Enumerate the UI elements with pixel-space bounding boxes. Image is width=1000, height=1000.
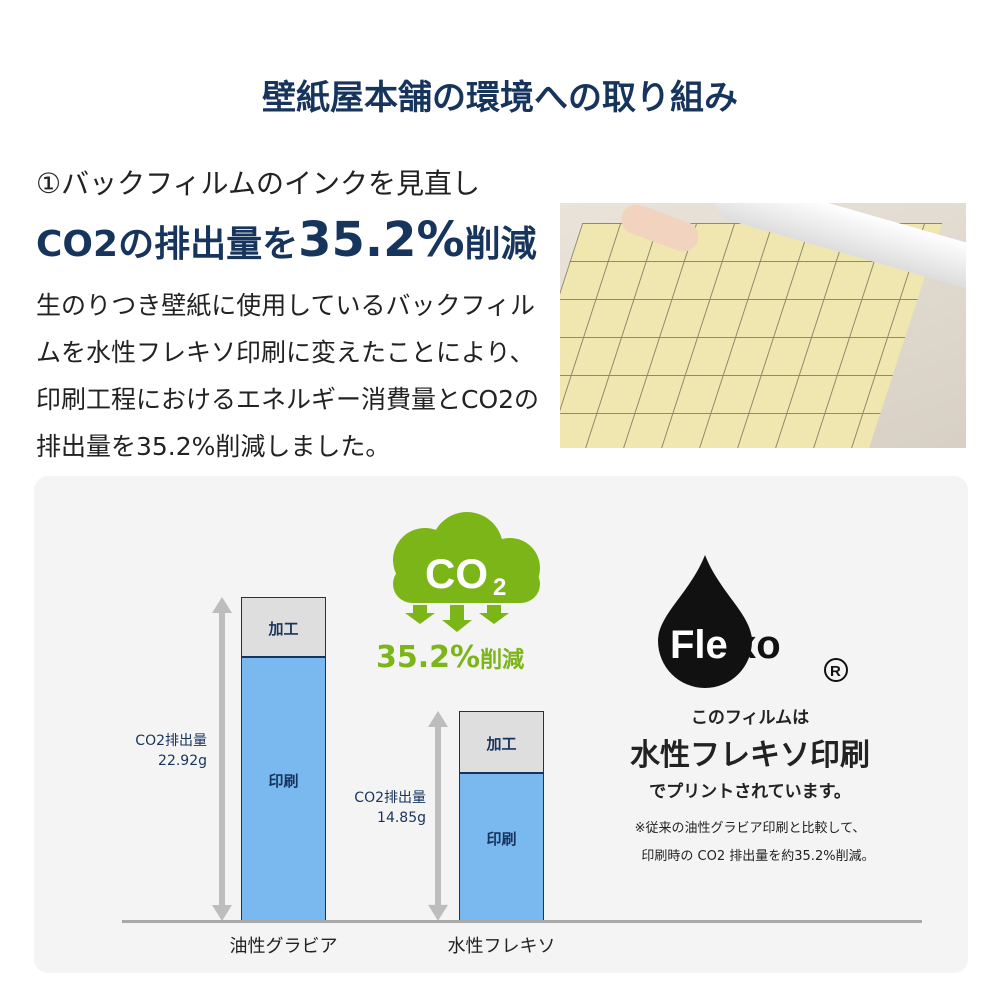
flexo-logo: Fle xo R [658,555,848,688]
segment-label: 印刷 [486,829,517,848]
reduction-suffix: 削減 [480,648,525,673]
flexo-note2: 印刷時の CO2 排出量を約35.2%削減。 [641,849,875,864]
headline-pre: CO2の排出量を [36,224,299,265]
flexo-line1: このフィルムは [690,708,810,728]
chart-baseline [122,920,922,923]
category-label: 水性フレキソ [447,936,556,957]
bar-segment-processing: 加工 [460,712,543,774]
headline: CO2の排出量を35.2%削減 [36,212,537,268]
svg-text:Fle: Fle [670,623,728,667]
bar-1: 加工 印刷 [459,711,544,921]
segment-label: 加工 [268,619,299,638]
cloud-label: CO [425,550,488,597]
total-label: CO2排出量 14.85g [354,790,426,827]
bar-segment-printing: 印刷 [460,773,543,920]
total-label: CO2排出量 22.92g [135,733,207,769]
section-subtitle: ①バックフィルムのインクを見直し [36,167,480,200]
reduction-label: 35.2%削減 [376,640,524,675]
category-label: 油性グラビア [229,936,338,957]
flexo-note1: ※従来の油性グラビア印刷と比較して、 [634,821,866,836]
height-arrow-icon [212,597,232,921]
headline-number: 35.2% [298,212,465,268]
segment-label: 加工 [486,734,517,753]
headline-post: 削減 [464,224,537,265]
product-photo [560,203,966,448]
bar-0: 加工 印刷 [241,597,326,921]
flexo-line2: 水性フレキソ印刷 [630,738,870,773]
svg-text:2: 2 [493,574,506,601]
bar-segment-printing: 印刷 [242,657,325,920]
svg-text:R: R [830,663,841,680]
reduction-value: 35.2% [376,640,481,675]
height-arrow-icon [428,711,448,921]
svg-text:xo: xo [734,623,781,667]
page-title: 壁紙屋本舗の環境への取り組み [262,78,738,118]
flexo-line3: でプリントされています。 [649,782,851,802]
co2-cloud-icon: CO 2 [393,512,540,632]
segment-label: 印刷 [268,771,299,790]
bar-segment-processing: 加工 [242,598,325,658]
body-text: 生のりつき壁紙に使用しているバックフィルムを水性フレキソ印刷に変えたことにより、… [36,291,540,461]
